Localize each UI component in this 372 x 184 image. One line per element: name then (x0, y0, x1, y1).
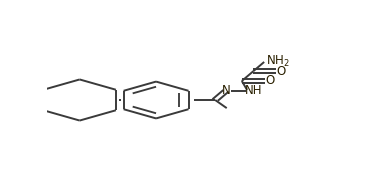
Text: N: N (222, 84, 230, 97)
Text: NH: NH (245, 84, 262, 97)
Text: O: O (265, 75, 274, 87)
Text: O: O (276, 65, 286, 78)
Text: NH$_2$: NH$_2$ (266, 54, 289, 69)
